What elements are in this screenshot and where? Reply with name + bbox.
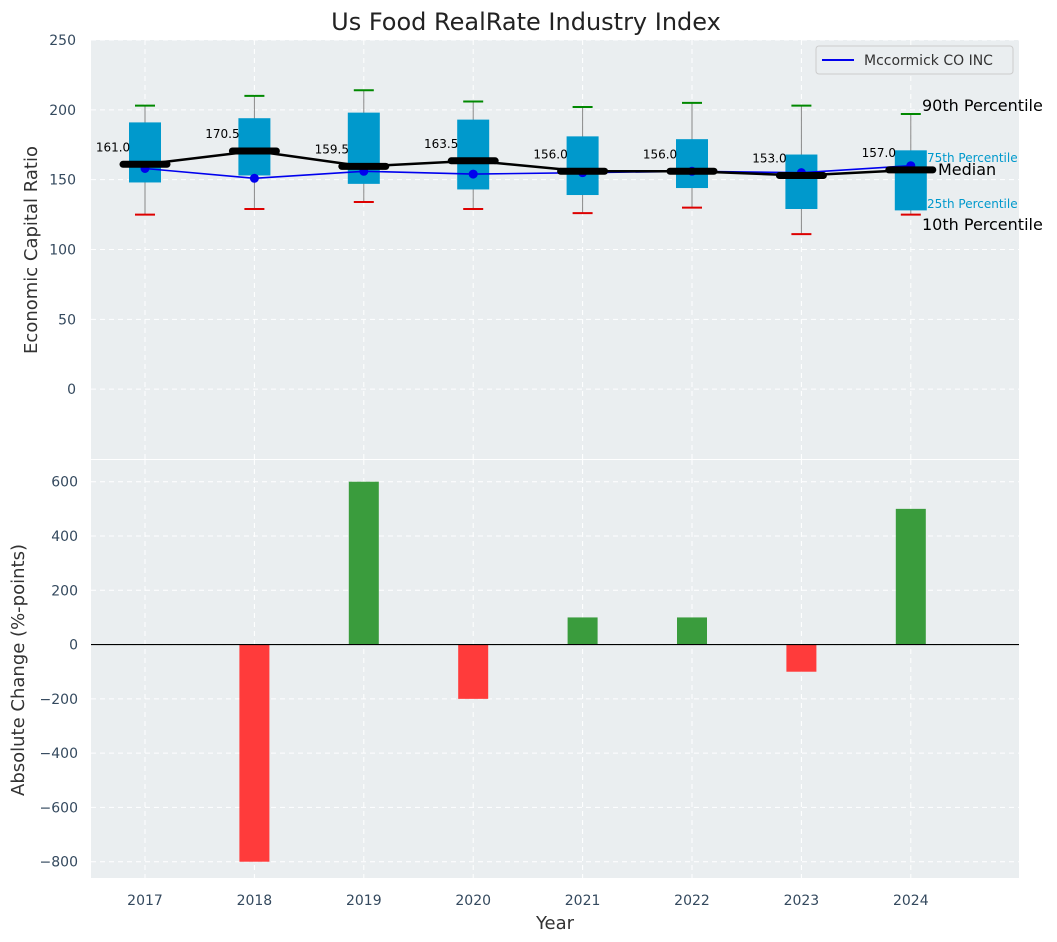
box xyxy=(129,122,161,183)
median-labels: 161.0 170.5 159.5 163.5 156.0 156.0 153.0 157.0 xyxy=(96,127,896,165)
x-ticks: 2017 2018 2019 2020 2021 2022 2023 2024 xyxy=(127,893,929,909)
top-y-tick-label: 50 xyxy=(58,312,76,328)
legend-entry-company: Mccormick CO INC xyxy=(864,53,993,69)
bottom-y-tick-label: −400 xyxy=(40,746,78,762)
legend-box xyxy=(815,45,1014,75)
median-value-label: 156.0 xyxy=(643,147,677,161)
top-y-tick-label: 100 xyxy=(49,243,76,259)
box xyxy=(457,119,490,190)
top-grid xyxy=(91,39,1019,459)
label-median: Median xyxy=(938,160,996,179)
bottom-y-tick-label: −200 xyxy=(40,692,78,708)
change-bar xyxy=(677,617,707,645)
label-10th-percentile: 10th Percentile xyxy=(922,215,1043,234)
company-point xyxy=(249,173,259,183)
label-75th-percentile: 75th Percentile xyxy=(927,151,1018,165)
median-value-label: 157.0 xyxy=(862,146,896,160)
x-axis-label: Year xyxy=(535,913,575,934)
median-value-label: 153.0 xyxy=(752,151,786,165)
median-value-label: 163.5 xyxy=(424,137,458,151)
change-bar xyxy=(895,508,926,645)
median-value-label: 156.0 xyxy=(533,147,567,161)
box xyxy=(238,118,271,176)
box xyxy=(676,139,708,189)
bottom-y-tick-label: 200 xyxy=(51,583,78,599)
box xyxy=(894,150,927,211)
company-point xyxy=(468,169,478,179)
median-value-label: 161.0 xyxy=(96,140,130,154)
change-bar xyxy=(458,644,489,699)
x-tick-label: 2017 xyxy=(127,893,163,909)
x-tick-label: 2024 xyxy=(893,893,929,909)
top-y-tick-label: 0 xyxy=(67,382,76,398)
change-bar xyxy=(567,617,598,645)
top-y-tick-label: 250 xyxy=(49,33,76,49)
median-series xyxy=(119,147,937,179)
bottom-plot-area xyxy=(91,460,1019,878)
top-y-tick-label: 150 xyxy=(49,173,76,189)
box xyxy=(785,154,818,209)
top-y-ticks: 0 50 100 150 200 250 xyxy=(49,33,76,398)
bottom-y-axis-label: Absolute Change (%-points) xyxy=(8,544,29,796)
label-90th-percentile: 90th Percentile xyxy=(922,96,1043,115)
bottom-y-tick-label: 0 xyxy=(69,638,78,654)
x-tick-label: 2022 xyxy=(674,893,710,909)
bottom-y-tick-label: −800 xyxy=(40,855,78,871)
change-bar xyxy=(786,644,817,672)
bottom-y-tick-label: 600 xyxy=(51,475,78,491)
x-tick-label: 2019 xyxy=(346,893,382,909)
change-bar xyxy=(348,481,379,645)
median-value-label: 159.5 xyxy=(315,142,349,156)
bottom-y-tick-label: −600 xyxy=(40,800,78,816)
box xyxy=(566,136,599,196)
median-value-label: 170.5 xyxy=(205,127,239,141)
x-tick-label: 2018 xyxy=(237,893,273,909)
x-tick-label: 2020 xyxy=(455,893,491,909)
chart-title: Us Food RealRate Industry Index xyxy=(331,8,721,36)
change-bars xyxy=(239,481,926,862)
top-y-tick-label: 200 xyxy=(49,103,76,119)
bottom-y-ticks: −800 −600 −400 −200 0 200 400 600 xyxy=(40,475,78,871)
change-bar xyxy=(239,644,270,862)
label-25th-percentile: 25th Percentile xyxy=(927,197,1018,211)
x-tick-label: 2023 xyxy=(784,893,820,909)
top-y-axis-label: Economic Capital Ratio xyxy=(21,146,42,354)
x-tick-label: 2021 xyxy=(565,893,601,909)
legend: Mccormick CO INC xyxy=(815,45,1014,75)
bottom-y-tick-label: 400 xyxy=(51,529,78,545)
